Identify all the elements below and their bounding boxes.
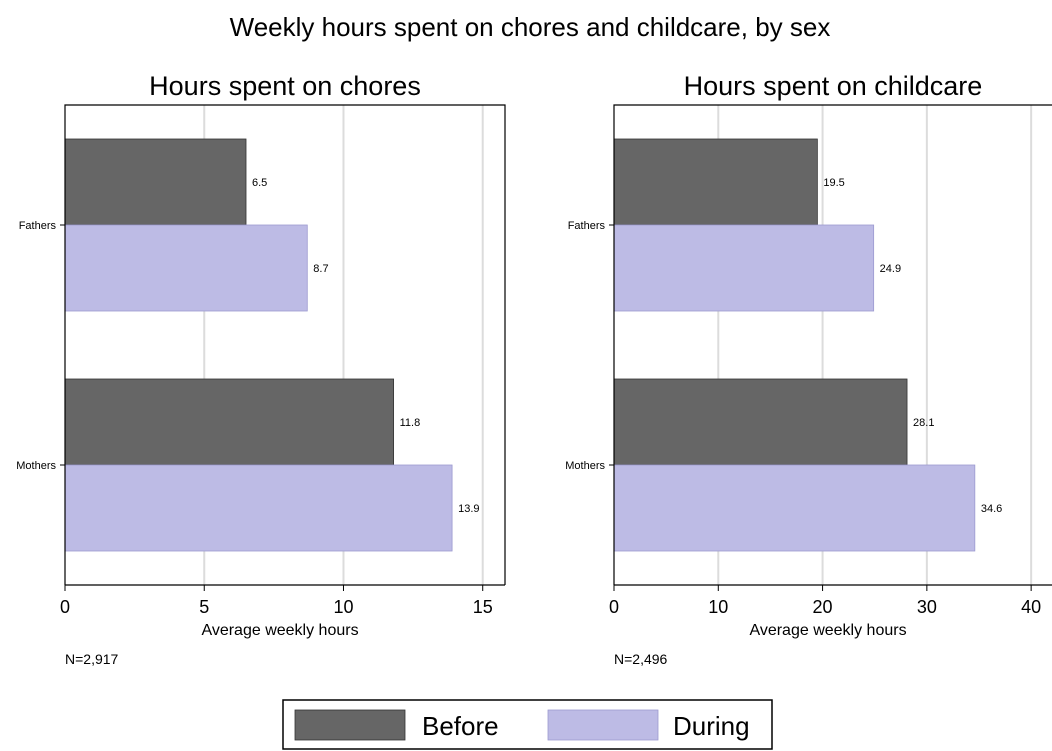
bar-mothers-before (613, 378, 908, 466)
panel-1: Hours spent on chores 6.5 8.7 Fathers 11.8 13… (16, 71, 506, 667)
bar-label-fathers-during: 8.7 (313, 263, 328, 275)
bar-label-fathers-before: 6.5 (252, 177, 267, 189)
chart-panels: Hours spent on chores 6.5 8.7 Fathers 11.8 13… (16, 71, 1052, 667)
x-tick-label-30: 30 (917, 597, 937, 617)
panel-title: Hours spent on chores (149, 71, 421, 101)
category-label-mothers: Mothers (565, 460, 605, 472)
x-axis-title: Average weekly hours (201, 622, 358, 639)
bar-mothers-before (64, 378, 395, 466)
plot-frame (64, 104, 506, 585)
chart-title: Weekly hours spent on chores and childca… (230, 12, 831, 42)
bar-label-fathers-before: 19.5 (823, 177, 844, 189)
bar-label-mothers-before: 28.1 (913, 417, 934, 429)
panel-2: Hours spent on childcare 19.5 24.9 Fathers 2… (565, 71, 1052, 667)
bar-label-mothers-during: 13.9 (458, 503, 479, 515)
x-tick-label-10: 10 (333, 597, 353, 617)
bar-fathers-before (64, 138, 247, 226)
legend: Before During (282, 699, 773, 750)
x-axis-title: Average weekly hours (749, 622, 906, 639)
legend-label-during: During (673, 711, 750, 741)
x-tick-label-0: 0 (60, 597, 70, 617)
panel-title: Hours spent on childcare (684, 71, 983, 101)
bar-mothers-during (64, 464, 453, 552)
bar-mothers-during (613, 464, 976, 552)
sample-size-note: N=2,917 (65, 651, 119, 667)
x-tick-label-15: 15 (473, 597, 493, 617)
sample-size-note: N=2,496 (614, 651, 668, 667)
bar-fathers-before (613, 138, 818, 226)
bar-label-fathers-during: 24.9 (880, 263, 901, 275)
category-label-fathers: Fathers (568, 220, 606, 232)
bar-label-mothers-before: 11.8 (400, 417, 421, 429)
x-tick-label-10: 10 (708, 597, 728, 617)
legend-label-before: Before (422, 711, 499, 741)
category-label-mothers: Mothers (16, 460, 56, 472)
category-label-fathers: Fathers (19, 220, 57, 232)
bar-fathers-during (64, 224, 308, 312)
legend-swatch-before (294, 709, 406, 741)
plot-frame (613, 104, 1052, 585)
bar-fathers-during (613, 224, 875, 312)
x-tick-label-40: 40 (1021, 597, 1041, 617)
x-tick-label-0: 0 (609, 597, 619, 617)
x-tick-label-5: 5 (199, 597, 209, 617)
bar-label-mothers-during: 34.6 (981, 503, 1002, 515)
x-tick-label-20: 20 (813, 597, 833, 617)
legend-swatch-during (547, 709, 659, 741)
